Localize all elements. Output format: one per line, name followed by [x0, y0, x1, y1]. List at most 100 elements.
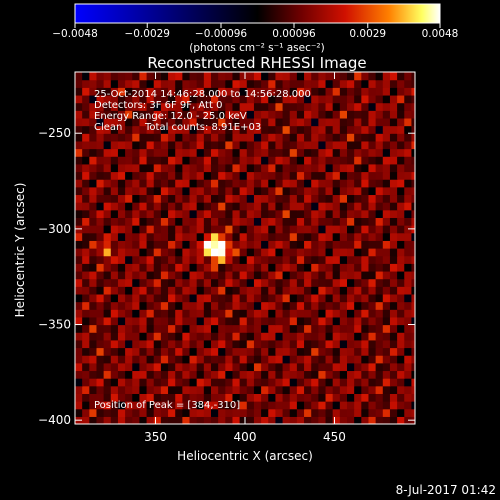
- heatmap-cell: [96, 102, 105, 111]
- heatmap-cell: [296, 362, 305, 372]
- heatmap-cell: [275, 202, 284, 211]
- heatmap-cell: [397, 378, 405, 387]
- heatmap-cell: [311, 232, 319, 241]
- heatmap-cell: [203, 171, 212, 180]
- heatmap-cell: [325, 117, 334, 127]
- heatmap-cell: [232, 133, 241, 142]
- heatmap-cell: [289, 401, 298, 410]
- heatmap-cell: [289, 179, 298, 188]
- heatmap-cell: [361, 347, 370, 356]
- heatmap-cell: [354, 362, 362, 372]
- heatmap-cell: [339, 355, 348, 364]
- heatmap-cell: [189, 278, 198, 287]
- heatmap-cell: [146, 186, 155, 196]
- heatmap-cell: [275, 408, 284, 417]
- heatmap-cell: [246, 378, 255, 387]
- heatmap-cell: [332, 209, 341, 218]
- heatmap-cell: [139, 217, 148, 226]
- heatmap-cell: [239, 133, 248, 142]
- heatmap-cell: [168, 255, 176, 264]
- heatmap-cell: [325, 110, 334, 119]
- heatmap-cell: [397, 355, 405, 364]
- heatmap-cell: [253, 255, 262, 264]
- heatmap-cell: [246, 87, 255, 96]
- heatmap-cell: [75, 355, 83, 364]
- heatmap-cell: [311, 217, 319, 226]
- heatmap-cell: [289, 293, 298, 303]
- heatmap-cell: [275, 324, 284, 333]
- heatmap-cell: [354, 217, 362, 226]
- heatmap-cell: [146, 179, 155, 188]
- heatmap-cell: [275, 156, 284, 165]
- heatmap-cell: [96, 286, 105, 295]
- heatmap-cell: [110, 408, 119, 417]
- heatmap-cell: [411, 133, 415, 142]
- heatmap-cell: [160, 186, 169, 196]
- heatmap-cell: [225, 293, 234, 303]
- heatmap-cell: [325, 393, 334, 402]
- heatmap-cell: [182, 324, 191, 333]
- heatmap-cell: [289, 94, 298, 104]
- heatmap-cell: [189, 163, 198, 173]
- heatmap-cell: [268, 179, 277, 188]
- heatmap-cell: [82, 94, 90, 104]
- heatmap-cell: [225, 324, 234, 333]
- heatmap-cell: [261, 209, 269, 218]
- heatmap-cell: [182, 301, 191, 310]
- heatmap-cell: [139, 370, 148, 379]
- heatmap-cell: [382, 255, 391, 264]
- heatmap-cell: [311, 293, 319, 303]
- heatmap-cell: [125, 293, 133, 303]
- heatmap-cell: [96, 125, 105, 134]
- heatmap-cell: [282, 217, 291, 226]
- heatmap-cell: [347, 278, 355, 287]
- heatmap-cell: [132, 393, 141, 402]
- heatmap-cell: [275, 179, 284, 188]
- heatmap-cell: [318, 248, 327, 257]
- heatmap-cell: [189, 110, 198, 119]
- heatmap-cell: [268, 378, 277, 387]
- heatmap-cell: [196, 163, 205, 173]
- heatmap-cell: [368, 332, 377, 341]
- heatmap-cell: [232, 316, 241, 326]
- heatmap-cell: [110, 79, 119, 88]
- heatmap-cell: [168, 225, 176, 234]
- heatmap-cell: [375, 362, 384, 372]
- heatmap-cell: [196, 347, 205, 356]
- heatmap-cell: [175, 416, 183, 424]
- heatmap-cell: [411, 286, 415, 295]
- x-tick-label: 350: [144, 430, 167, 444]
- heatmap-cell: [132, 278, 141, 287]
- heatmap-cell: [117, 102, 126, 111]
- heatmap-cell: [139, 156, 148, 165]
- heatmap-cell: [253, 240, 262, 249]
- heatmap-cell: [146, 293, 155, 303]
- heatmap-cell: [96, 355, 105, 364]
- heatmap-cell: [117, 255, 126, 264]
- heatmap-cell: [125, 270, 133, 280]
- heatmap-cell: [168, 94, 176, 104]
- colorbar-tick-label: 0.0048: [422, 28, 459, 40]
- heatmap-cell: [225, 370, 234, 379]
- heatmap-cell: [304, 94, 312, 104]
- heatmap-cell: [117, 72, 126, 81]
- heatmap-cell: [304, 171, 312, 180]
- heatmap-cell: [347, 171, 355, 180]
- heatmap-cell: [318, 332, 327, 341]
- heatmap-cell: [361, 87, 370, 96]
- heatmap-cell: [261, 301, 269, 310]
- heatmap-cell: [339, 362, 348, 372]
- heatmap-cell: [153, 94, 162, 104]
- heatmap-cell: [404, 362, 413, 372]
- heatmap-cell: [347, 408, 355, 417]
- heatmap-cell: [75, 117, 83, 127]
- heatmap-cell: [354, 263, 362, 272]
- heatmap-cell: [125, 316, 133, 326]
- heatmap-cell: [182, 102, 191, 111]
- heatmap-cell: [289, 163, 298, 173]
- heatmap-cell: [318, 72, 327, 81]
- heatmap-cell: [296, 102, 305, 111]
- heatmap-cell: [75, 232, 83, 241]
- heatmap-cell: [289, 362, 298, 372]
- heatmap-cell: [117, 133, 126, 142]
